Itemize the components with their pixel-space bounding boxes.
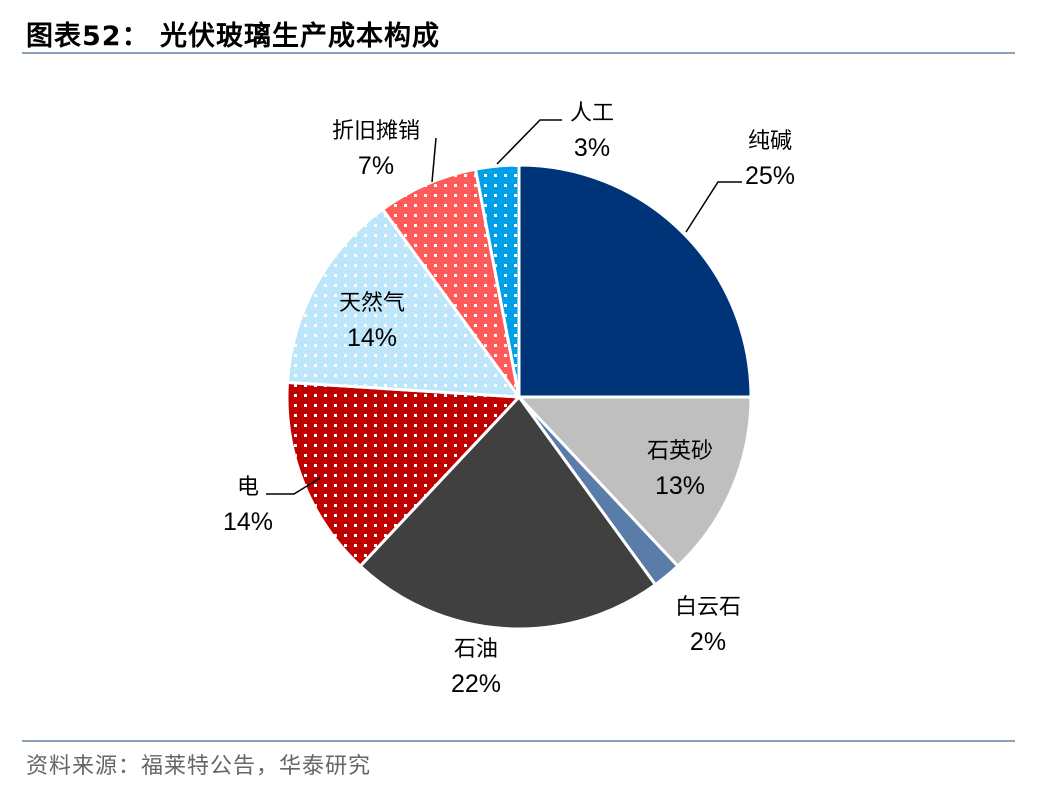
pie-slices bbox=[285, 163, 753, 631]
slice-label-4: 电 bbox=[237, 475, 259, 500]
slice-value-7: 3% bbox=[574, 134, 610, 162]
leader-line-7 bbox=[496, 119, 562, 165]
slice-label-7: 人工 bbox=[570, 101, 614, 126]
pie-slice-1 bbox=[515, 395, 753, 569]
leader-line-4 bbox=[266, 477, 321, 495]
figure-title: 图表52： 光伏玻璃生产成本构成 bbox=[26, 21, 440, 52]
pie-slice-3 bbox=[358, 394, 658, 631]
slice-value-3: 22% bbox=[451, 670, 501, 698]
pie-slice-pattern-4 bbox=[287, 382, 519, 567]
title-rule bbox=[22, 52, 1015, 54]
slice-value-6: 7% bbox=[358, 152, 394, 180]
slice-label-2: 白云石 bbox=[675, 595, 741, 620]
slice-labels: 纯碱 25% 石英砂 13% 白云石 2% 石油 22% 电 14% 天然气 14% 折旧摊销 7% 人工 3… bbox=[223, 101, 795, 698]
slice-label-3: 石油 bbox=[454, 637, 498, 662]
slice-label-0: 纯碱 bbox=[748, 129, 792, 154]
pie-slice-0 bbox=[517, 163, 753, 399]
slice-value-2: 2% bbox=[690, 628, 726, 656]
slice-value-4: 14% bbox=[223, 508, 273, 536]
slice-value-0: 25% bbox=[745, 162, 795, 190]
slice-label-6: 折旧摊销 bbox=[332, 119, 420, 144]
slice-label-1: 石英砂 bbox=[647, 439, 713, 464]
slice-value-1: 13% bbox=[655, 472, 705, 500]
pie-slice-pattern-7 bbox=[475, 165, 519, 397]
leader-lines bbox=[266, 119, 742, 495]
leader-line-0 bbox=[685, 181, 742, 233]
slice-value-5: 14% bbox=[347, 324, 397, 352]
source-note: 资料来源：福莱特公告，华泰研究 bbox=[26, 754, 372, 779]
pie-slice-pattern-5 bbox=[287, 209, 519, 397]
source-rule bbox=[22, 740, 1015, 742]
leader-line-6 bbox=[431, 137, 437, 183]
slice-label-5: 天然气 bbox=[339, 291, 405, 316]
